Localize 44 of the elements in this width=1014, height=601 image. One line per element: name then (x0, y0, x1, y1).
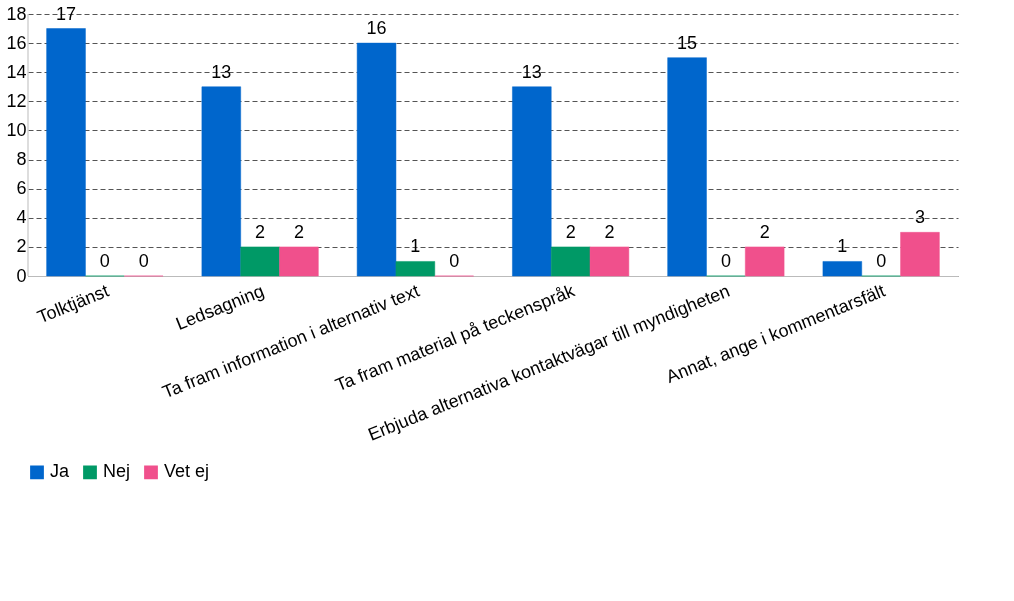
legend-label: Ja (50, 461, 70, 482)
y-tick-label: 6 (16, 178, 27, 199)
bar (745, 246, 785, 277)
y-tick-label: 4 (16, 207, 27, 228)
bar (395, 261, 436, 277)
data-label: 0 (138, 251, 149, 271)
data-label: 0 (876, 251, 887, 271)
y-tick-label: 0 (16, 265, 27, 286)
y-tick-label: 16 (6, 32, 27, 53)
bar (589, 246, 630, 277)
data-label: 0 (449, 251, 460, 271)
data-label: 2 (293, 221, 304, 242)
data-label: 3 (914, 207, 925, 228)
data-label: 16 (366, 18, 387, 39)
legend-label: Nej (103, 461, 131, 482)
legend-label: Vet ej (164, 461, 210, 482)
bar (46, 28, 86, 277)
bar (279, 246, 319, 277)
data-label: 2 (255, 221, 266, 242)
y-tick-label: 2 (16, 236, 27, 257)
bar (356, 42, 397, 277)
data-label: 0 (720, 251, 731, 271)
data-label: 15 (677, 32, 698, 53)
data-label: 2 (604, 221, 615, 242)
bar (667, 57, 707, 277)
data-label: 13 (521, 61, 542, 82)
bar (240, 246, 280, 277)
y-tick-label: 18 (6, 3, 27, 24)
data-label: 2 (759, 221, 770, 242)
y-tick-label: 12 (6, 90, 27, 111)
bar (201, 86, 241, 277)
bar (550, 246, 591, 277)
bar (512, 86, 552, 277)
bar (900, 232, 940, 277)
data-label: 0 (99, 251, 110, 271)
y-tick-label: 8 (16, 149, 27, 170)
data-label: 1 (837, 236, 848, 257)
y-tick-label: 10 (6, 119, 27, 140)
data-label: 1 (410, 236, 421, 257)
data-label: 2 (565, 221, 576, 242)
y-tick-label: 14 (6, 61, 27, 82)
data-label: 13 (211, 61, 232, 82)
data-label: 17 (56, 3, 77, 24)
bar (822, 261, 862, 277)
